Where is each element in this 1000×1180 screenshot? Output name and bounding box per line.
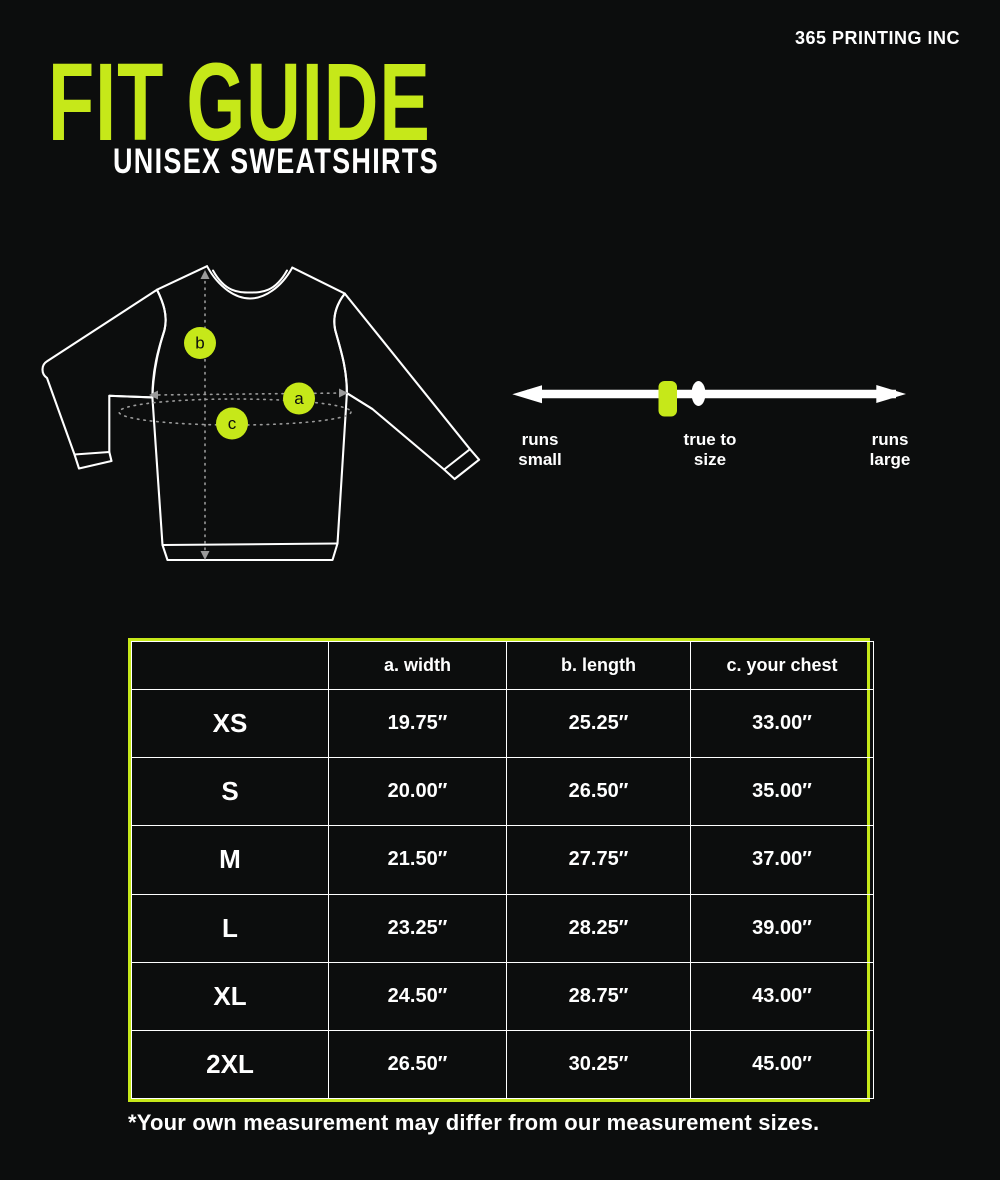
svg-text:b: b <box>195 333 204 352</box>
svg-text:a: a <box>294 389 304 408</box>
svg-text:c: c <box>228 414 237 433</box>
